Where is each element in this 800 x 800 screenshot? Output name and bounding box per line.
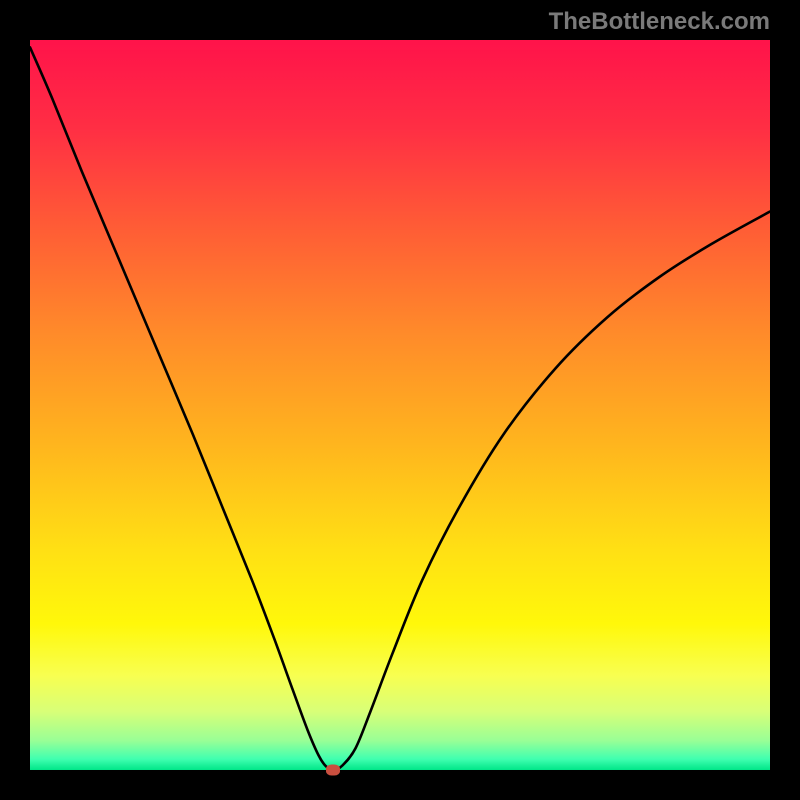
plot-area	[30, 40, 770, 770]
figure-container: TheBottleneck.com	[0, 0, 800, 800]
bottleneck-curve	[30, 40, 770, 770]
watermark-text: TheBottleneck.com	[549, 8, 770, 36]
curve-path	[30, 47, 770, 770]
optimum-marker	[326, 765, 340, 776]
